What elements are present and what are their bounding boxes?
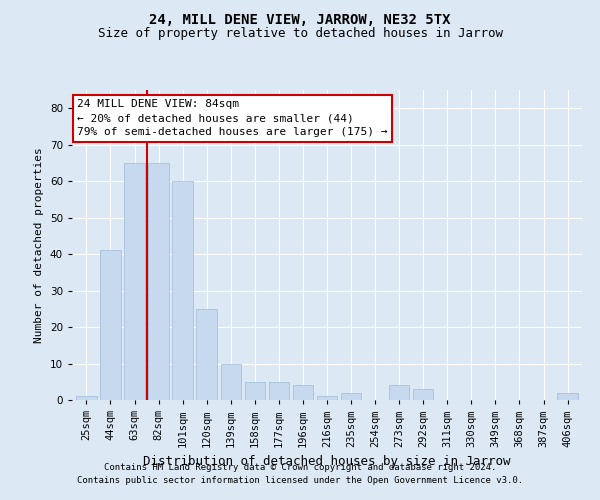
Bar <box>389 386 409 400</box>
Y-axis label: Number of detached properties: Number of detached properties <box>34 147 44 343</box>
Text: Contains public sector information licensed under the Open Government Licence v3: Contains public sector information licen… <box>77 476 523 485</box>
Bar <box>413 389 433 400</box>
Bar <box>293 386 313 400</box>
Text: Contains HM Land Registry data © Crown copyright and database right 2024.: Contains HM Land Registry data © Crown c… <box>104 464 496 472</box>
Bar <box>172 181 193 400</box>
X-axis label: Distribution of detached houses by size in Jarrow: Distribution of detached houses by size … <box>143 455 511 468</box>
Bar <box>245 382 265 400</box>
Bar <box>148 163 169 400</box>
Bar <box>124 163 145 400</box>
Text: 24 MILL DENE VIEW: 84sqm
← 20% of detached houses are smaller (44)
79% of semi-d: 24 MILL DENE VIEW: 84sqm ← 20% of detach… <box>77 100 388 138</box>
Bar <box>341 392 361 400</box>
Text: 24, MILL DENE VIEW, JARROW, NE32 5TX: 24, MILL DENE VIEW, JARROW, NE32 5TX <box>149 12 451 26</box>
Bar <box>269 382 289 400</box>
Bar <box>317 396 337 400</box>
Bar <box>221 364 241 400</box>
Bar <box>76 396 97 400</box>
Text: Size of property relative to detached houses in Jarrow: Size of property relative to detached ho… <box>97 28 503 40</box>
Bar <box>557 392 578 400</box>
Bar <box>100 250 121 400</box>
Bar <box>196 309 217 400</box>
